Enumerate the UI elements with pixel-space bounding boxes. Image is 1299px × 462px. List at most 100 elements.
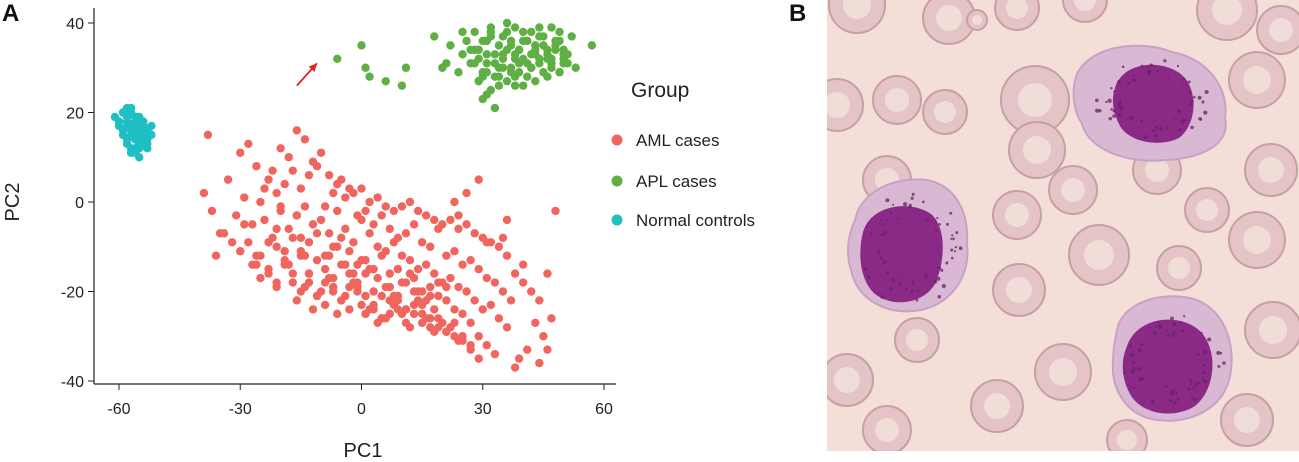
point-apl-cases [543,50,552,59]
red-blood-cells [827,0,1299,451]
granule [1155,135,1158,138]
point-aml-cases [454,282,463,292]
point-aml-cases [442,296,451,305]
point-aml-cases [502,251,512,260]
granule [867,275,871,279]
point-apl-cases [470,27,479,37]
point-aml-cases [312,162,322,171]
granule [1128,344,1133,348]
point-apl-cases [333,54,342,63]
point-aml-cases [308,305,318,314]
granule [1156,69,1160,73]
point-aml-cases [446,323,455,332]
granule [1193,95,1196,99]
legend-swatch-normal [611,214,623,226]
point-apl-cases [430,32,439,41]
point-aml-cases [361,291,370,301]
point-aml-cases [462,220,471,229]
point-apl-cases [543,72,552,81]
point-aml-cases [260,184,269,193]
annotation [296,62,318,87]
point-aml-cases [466,255,475,265]
point-aml-cases [280,179,289,189]
point-aml-cases [288,233,297,242]
granule [953,249,957,253]
point-normal-controls [139,117,148,126]
red-blood-cell [1068,224,1130,286]
point-aml-cases [413,206,423,216]
granule [1184,118,1188,122]
granule [1131,78,1134,82]
point-aml-cases [518,260,528,269]
point-aml-cases [264,238,273,247]
point-aml-cases [442,251,451,260]
granule [898,282,902,287]
point-aml-cases [333,242,342,251]
point-aml-cases [353,282,362,292]
granule [933,279,938,284]
granule [885,219,889,222]
granule [955,231,959,235]
point-aml-cases [292,296,302,305]
granule [889,211,892,215]
granule [952,237,955,241]
granule [1189,382,1193,386]
point-aml-cases [357,300,366,310]
point-apl-cases [510,81,520,90]
red-blood-cell [1184,187,1230,233]
point-aml-cases [510,363,520,372]
granule [1216,350,1221,356]
point-aml-cases [215,229,225,238]
point-aml-cases [430,215,439,225]
point-aml-cases [417,238,427,247]
red-blood-cell [992,263,1046,317]
granule [1204,89,1209,95]
granule [936,216,939,220]
granule [1188,90,1192,94]
granule [1192,387,1195,390]
point-apl-cases [490,50,500,59]
granule [1202,363,1206,367]
granule [1165,329,1168,332]
granule [892,203,895,206]
granule [1117,79,1121,84]
point-aml-cases [268,166,277,175]
granule [1123,371,1126,375]
point-aml-cases [361,206,370,216]
point-aml-cases [518,278,528,287]
granule [879,256,884,260]
point-aml-cases [292,126,302,135]
point-aml-cases [409,309,419,319]
axes [93,8,616,385]
point-aml-cases [272,188,281,198]
point-normal-controls [135,144,144,153]
point-aml-cases [236,247,245,256]
point-aml-cases [345,247,354,256]
point-aml-cases [458,260,467,269]
point-aml-cases [506,296,516,305]
point-apl-cases [527,27,536,37]
point-aml-cases [385,309,394,319]
granule [869,232,873,236]
promyelocyte-cell-3 [1111,295,1233,422]
point-aml-cases [345,305,354,314]
point-apl-cases [502,18,512,28]
point-aml-cases [381,202,390,211]
granule [1158,324,1163,329]
point-aml-cases [450,305,459,314]
granule [941,284,946,289]
point-apl-cases [531,45,540,55]
point-aml-cases [300,202,310,211]
granule [1154,325,1157,328]
point-aml-cases [426,242,435,251]
point-apl-cases [514,59,524,68]
granule [1164,384,1168,388]
granule [883,230,888,235]
point-aml-cases [312,291,322,301]
granule [1163,59,1167,63]
point-aml-cases [373,273,382,283]
point-apl-cases [527,63,536,72]
granule [1166,333,1170,337]
legend-label-aml: AML cases [636,131,719,150]
granule [1143,134,1148,140]
